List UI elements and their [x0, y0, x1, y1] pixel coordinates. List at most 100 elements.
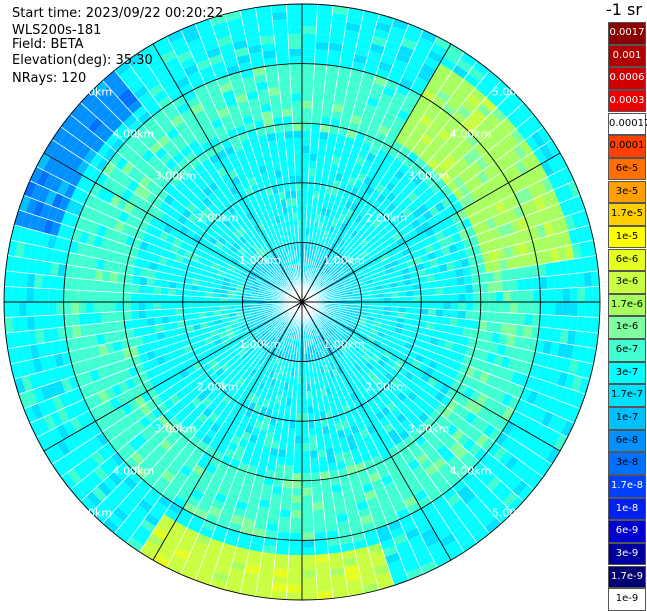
range-gate — [138, 285, 146, 294]
range-gate — [310, 450, 319, 458]
range-gate — [101, 292, 109, 303]
range-gate — [311, 472, 321, 480]
range-gate — [316, 34, 330, 43]
range-gate — [569, 273, 578, 288]
range-gate — [146, 294, 154, 302]
range-gate — [486, 272, 495, 283]
range-gate — [302, 592, 318, 600]
elevation-text: Elevation(deg): 35.30 — [12, 53, 153, 68]
range-gate — [297, 198, 303, 206]
range-gate — [289, 548, 302, 556]
range-gate — [123, 293, 131, 302]
range-gate — [309, 168, 316, 176]
range-gate — [293, 123, 302, 131]
range-gate — [480, 283, 488, 293]
instrument-text: WLS200s-181 — [12, 23, 101, 38]
range-gate — [302, 540, 315, 548]
range-gate — [86, 313, 94, 325]
range-gate — [317, 12, 333, 21]
range-gate — [139, 318, 148, 327]
range-gate — [569, 316, 578, 331]
range-gate — [302, 175, 309, 183]
colorbar-cell: 0.001 — [608, 45, 646, 68]
range-gate — [302, 19, 317, 27]
colorbar-cell: 0.0017 — [608, 22, 646, 45]
range-label: 1.00km — [323, 254, 365, 267]
range-gate — [518, 302, 526, 314]
range-gate — [295, 175, 302, 183]
range-gate — [451, 302, 459, 310]
range-gate — [49, 302, 57, 315]
range-label: 2.00km — [197, 212, 239, 225]
range-gate — [473, 302, 481, 311]
range-gate — [288, 168, 295, 176]
range-gate — [584, 317, 593, 333]
range-gate — [555, 288, 563, 302]
range-gate — [493, 322, 502, 333]
range-gate — [302, 429, 309, 437]
range-gate — [502, 280, 510, 291]
range-gate — [287, 161, 295, 169]
range-gate — [71, 278, 79, 290]
range-gate — [302, 198, 308, 206]
range-gate — [11, 302, 19, 317]
range-gate — [291, 86, 302, 94]
range-gate — [314, 524, 326, 532]
range-gate — [183, 302, 191, 308]
range-gate — [272, 109, 283, 118]
range-gate — [302, 168, 309, 176]
range-gate — [302, 391, 307, 399]
range-gate — [323, 501, 335, 510]
range-gate — [313, 517, 325, 525]
range-gate — [302, 577, 317, 585]
range-gate — [286, 153, 294, 161]
range-gate — [288, 555, 302, 563]
range-gate — [290, 64, 303, 72]
range-label: 3.00km — [155, 422, 197, 435]
range-gate — [302, 138, 311, 146]
range-gate — [86, 302, 94, 313]
range-gate — [280, 94, 291, 102]
range-gate — [276, 457, 285, 466]
range-gate — [289, 540, 302, 548]
range-gate — [428, 309, 436, 316]
range-gate — [198, 302, 206, 308]
range-gate — [56, 289, 64, 302]
range-gate — [302, 548, 315, 556]
range-gate — [283, 472, 293, 480]
range-gate — [302, 116, 312, 124]
colorbar-cell: 0.0003 — [608, 90, 646, 113]
range-gate — [302, 473, 311, 481]
range-gate — [288, 428, 295, 436]
range-gate — [132, 319, 141, 329]
range-gate — [429, 295, 437, 302]
range-gate — [138, 293, 146, 302]
range-gate — [464, 275, 473, 285]
range-gate — [161, 302, 169, 309]
range-gate — [523, 325, 532, 338]
range-gate — [302, 93, 313, 101]
range-gate — [466, 302, 474, 311]
range-gate — [302, 585, 317, 593]
range-gate — [450, 286, 458, 295]
range-gate — [302, 123, 311, 131]
range-gate — [510, 313, 518, 325]
range-gate — [322, 493, 333, 502]
range-gate — [269, 95, 281, 104]
range-gate — [508, 268, 517, 280]
range-gate — [302, 562, 316, 570]
range-gate — [79, 302, 87, 314]
range-label: 5.00km — [71, 85, 113, 98]
range-gate — [561, 274, 570, 288]
range-gate — [510, 291, 518, 302]
range-gate — [312, 495, 323, 503]
range-gate — [488, 292, 496, 302]
range-gate — [481, 302, 489, 312]
range-gate — [421, 308, 429, 315]
range-gate — [4, 302, 12, 318]
range-gate — [272, 576, 287, 585]
range-gate — [272, 584, 288, 593]
range-gate — [576, 316, 585, 331]
range-gate — [399, 302, 407, 308]
range-gate — [286, 592, 302, 600]
